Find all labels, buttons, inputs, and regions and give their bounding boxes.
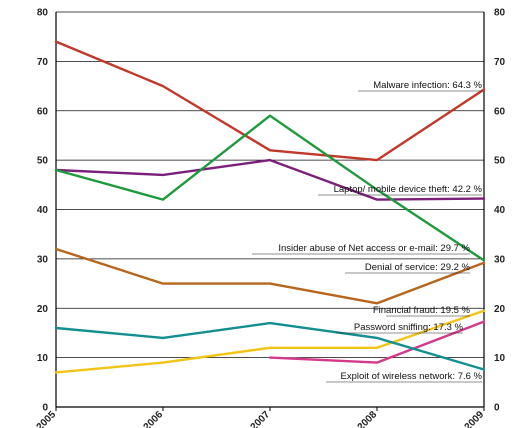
y-tick-right: 70 xyxy=(494,57,506,68)
series-name: Malware infection: xyxy=(373,80,452,91)
y-tick-right: 30 xyxy=(494,254,506,265)
y-tick-left: 50 xyxy=(37,156,49,167)
series-line-0 xyxy=(54,40,486,162)
series-label-text: Financial fraud: 19.5 % xyxy=(373,305,471,316)
series-label-2: Insider abuse of Net access or e-mail: 2… xyxy=(252,243,471,255)
tick-labels: 0 0 10 10 20 20 30 30 40 40 50 50 60 60 70 70 80 80 2005 20… xyxy=(35,8,506,428)
x-tick-2005: 2005 xyxy=(35,409,59,428)
y-tick-left: 20 xyxy=(37,304,49,315)
y-tick-left: 60 xyxy=(37,106,49,117)
data-series xyxy=(54,40,486,374)
series-label-6: Exploit of wireless network: 7.6 % xyxy=(326,371,483,383)
series-label-text: Insider abuse of Net access or e-mail: 2… xyxy=(278,243,470,254)
series-value: 42.2 % xyxy=(452,184,482,195)
y-tick-left: 0 xyxy=(42,403,48,414)
y-tick-left: 10 xyxy=(37,353,49,364)
series-value: 29.2 % xyxy=(440,262,470,273)
series-name: Exploit of wireless network: xyxy=(340,371,457,382)
y-tick-left: 70 xyxy=(37,57,49,68)
series-label-5: Password sniffing: 17.3 % xyxy=(336,322,464,334)
series-label-3: Denial of service: 29.2 % xyxy=(345,262,471,274)
series-label-0: Malware infection: 64.3 % xyxy=(358,80,483,92)
series-line-2 xyxy=(54,114,486,262)
y-tick-right: 0 xyxy=(494,403,500,414)
series-value: 17.3 % xyxy=(433,322,463,333)
axes xyxy=(55,12,485,411)
series-line-5 xyxy=(268,320,486,364)
series-label-text: Malware infection: 64.3 % xyxy=(373,80,482,91)
series-value: 29.7 % xyxy=(440,243,470,254)
x-tick-2007: 2007 xyxy=(249,409,273,428)
series-line-4 xyxy=(54,309,486,374)
y-tick-right: 60 xyxy=(494,106,506,117)
y-tick-right: 50 xyxy=(494,156,506,167)
y-tick-right: 40 xyxy=(494,205,506,216)
y-tick-left: 30 xyxy=(37,254,49,265)
series-value: 19.5 % xyxy=(440,305,470,316)
x-tick-2009: 2009 xyxy=(463,409,487,428)
series-value: 7.6 % xyxy=(458,371,483,382)
series-label-text: Laptop/ mobile device theft: 42.2 % xyxy=(334,184,483,195)
series-name: Denial of service: xyxy=(365,262,441,273)
series-line-1 xyxy=(54,158,486,201)
series-label-text: Denial of service: 29.2 % xyxy=(365,262,471,273)
series-value: 64.3 % xyxy=(452,80,482,91)
series-labels: Malware infection: 64.3 % Laptop/ mobile … xyxy=(252,80,483,383)
series-name: Financial fraud: xyxy=(373,305,441,316)
series-name: Laptop/ mobile device theft: xyxy=(334,184,453,195)
y-tick-left: 40 xyxy=(37,205,49,216)
series-label-text: Password sniffing: 17.3 % xyxy=(354,322,464,333)
y-tick-right: 10 xyxy=(494,353,506,364)
series-line-3 xyxy=(54,247,486,305)
series-label-text: Exploit of wireless network: 7.6 % xyxy=(340,371,482,382)
series-name: Insider abuse of Net access or e-mail: xyxy=(278,243,440,254)
x-tick-2008: 2008 xyxy=(356,409,380,428)
series-line-6 xyxy=(54,321,486,371)
y-tick-right: 80 xyxy=(494,8,506,19)
x-tick-2006: 2006 xyxy=(142,409,166,428)
series-label-1: Laptop/ mobile device theft: 42.2 % xyxy=(318,184,483,196)
y-tick-right: 20 xyxy=(494,304,506,315)
series-name: Password sniffing: xyxy=(354,322,434,333)
y-tick-left: 80 xyxy=(37,8,49,19)
series-label-4: Financial fraud: 19.5 % xyxy=(373,305,471,317)
